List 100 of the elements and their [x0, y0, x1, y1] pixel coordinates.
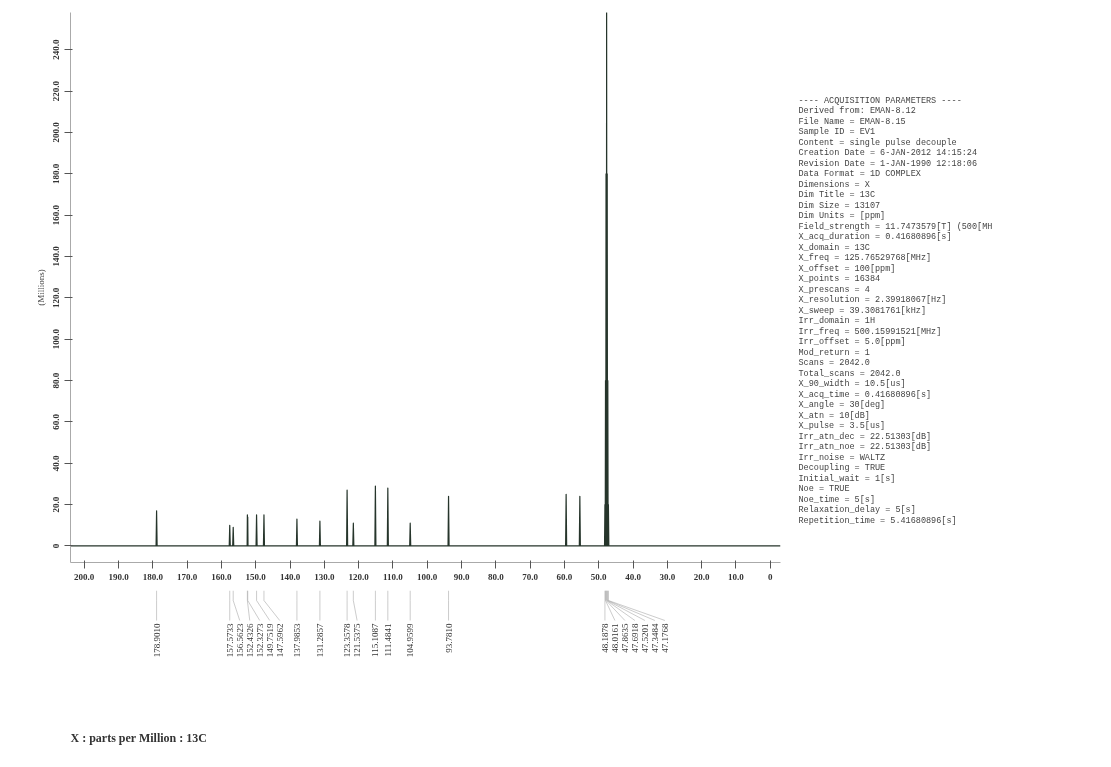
text: Derived from: EMAN-8.12: [798, 106, 916, 116]
x-tick-label: 30.0: [659, 571, 676, 582]
annotation: 47.5201: [639, 623, 650, 653]
text: Decoupling = TRUE: [798, 463, 886, 473]
line-series: [70, 12, 781, 547]
x-tick-label: 200.0: [74, 571, 95, 582]
y-tick-label: 0: [51, 543, 62, 549]
x-tick-label: 40.0: [625, 571, 642, 582]
text: X_angle = 30[deg]: [798, 400, 886, 410]
y-tick-label: 20.0: [51, 496, 62, 513]
text: Irr_offset = 5.0[ppm]: [798, 337, 906, 347]
text: X_freq = 125.76529768[MHz]: [798, 253, 932, 263]
text: Mod_return = 1: [798, 347, 870, 358]
annotation: 48.0161: [609, 623, 620, 653]
y-tick-label: 140.0: [51, 245, 62, 267]
annotation: 104.9599: [405, 623, 416, 658]
text: X_domain = 13C: [798, 242, 870, 253]
y-tick-label: 240.0: [51, 39, 62, 60]
text: Irr_noise = WALTZ: [798, 452, 886, 463]
y-tick-label: 120.0: [51, 287, 62, 308]
text: Sample ID = EV1: [798, 127, 876, 137]
annotation: 152.3273: [254, 623, 265, 658]
x-tick-label: 170.0: [176, 571, 198, 582]
annotation: 123.3578: [342, 623, 353, 658]
text: X_sweep = 39.3081761[kHz]: [798, 305, 927, 316]
y-tick-label: 220.0: [51, 80, 62, 102]
annotation: 157.5733: [224, 623, 235, 658]
annotation: 156.5623: [234, 623, 245, 658]
x-tick-label: 130.0: [314, 571, 335, 582]
text: X_acq_duration = 0.41680896[s]: [798, 232, 952, 242]
text: X_resolution = 2.39918067[Hz]: [798, 295, 947, 305]
y-tick-label: 160.0: [51, 204, 62, 226]
y-axis-title: (Millions): [35, 269, 46, 306]
text: Relaxation_delay = 5[s]: [798, 505, 916, 515]
annotation: 93.7810: [443, 623, 454, 653]
annotation: 47.1768: [659, 623, 670, 653]
text: X : parts per Million : 13C: [70, 730, 207, 745]
x-tick-label: 80.0: [487, 571, 505, 582]
text: File Name = EMAN-8.15: [798, 116, 906, 127]
annotation: 115.1087: [370, 623, 381, 657]
x-tick-label: 20.0: [693, 571, 710, 582]
annotation: 121.5375: [352, 623, 363, 658]
x-tick-label: 0: [767, 571, 773, 582]
text: Dim Size = 13107: [798, 200, 881, 211]
y-tick-label: 100.0: [51, 328, 62, 350]
text: X_offset = 100[ppm]: [798, 263, 896, 274]
text: Noe = TRUE: [798, 484, 850, 494]
x-tick-label: 50.0: [590, 571, 608, 582]
x-tick-label: 10.0: [728, 571, 745, 582]
annotation: 131.2857: [314, 623, 325, 658]
annotation: 48.1878: [599, 623, 610, 653]
y-tick-label: 200.0: [51, 121, 62, 143]
annotation: 47.6918: [629, 623, 640, 653]
text: X_prescans = 4: [798, 284, 870, 295]
text: Scans = 2042.0: [798, 358, 870, 368]
annotation: 147.5962: [274, 623, 285, 658]
text: Irr_freq = 500.15991521[MHz]: [798, 326, 942, 337]
x-tick-label: 150.0: [245, 571, 267, 582]
text: X_90_width = 10.5[us]: [798, 379, 906, 389]
annotation: 47.3484: [649, 623, 660, 653]
text: Dim Units = [ppm]: [798, 211, 886, 221]
x-tick-label: 70.0: [522, 571, 539, 582]
annotation: 137.9853: [291, 623, 302, 658]
text: ---- ACQUISITION PARAMETERS ----: [798, 95, 962, 106]
x-tick-label: 190.0: [108, 571, 130, 582]
text: Creation Date = 6-JAN-2012 14:15:24: [798, 148, 978, 158]
y-tick-label: 180.0: [51, 163, 62, 184]
x-tick-label: 90.0: [453, 571, 470, 582]
text: Repetition_time = 5.41680896[s]: [798, 515, 957, 526]
x-tick-label: 110.0: [383, 571, 404, 582]
x-tick-label: 60.0: [556, 571, 573, 582]
x-tick-label: 120.0: [348, 571, 370, 582]
y-tick-label: 80.0: [51, 372, 62, 389]
text: Revision Date = 1-JAN-1990 12:18:06: [798, 158, 978, 169]
annotation: 111.4841: [382, 623, 393, 657]
text: Data Format = 1D COMPLEX: [798, 169, 921, 179]
text: X_atn = 10[dB]: [798, 410, 870, 421]
text: Irr_atn_dec = 22.51303[dB]: [798, 431, 932, 442]
text: Irr_atn_noe = 22.51303[dB]: [798, 442, 932, 452]
x-tick-label: 140.0: [279, 571, 301, 582]
x-tick-label: 160.0: [211, 571, 233, 582]
x-tick-label: 100.0: [417, 571, 438, 582]
annotation: 152.4326: [244, 623, 255, 658]
text: X_points = 16384: [798, 274, 881, 284]
annotation: 47.8635: [619, 623, 630, 653]
x-tick-label: 180.0: [142, 571, 164, 582]
annotation: 149.7519: [264, 623, 275, 658]
text: X_acq_time = 0.41680896[s]: [798, 389, 932, 400]
y-tick-label: 40.0: [51, 454, 62, 472]
text: Initial_wait = 1[s]: [798, 473, 896, 484]
y-tick-label: 60.0: [51, 413, 62, 430]
text: Dimensions = X: [798, 179, 870, 190]
text: Field_strength = 11.7473579[T] (500[MH: [798, 221, 993, 232]
text: Noe_time = 5[s]: [798, 494, 876, 505]
text: Total_scans = 2042.0: [798, 368, 901, 379]
annotation: 178.9010: [151, 623, 162, 658]
text: Dim Title = 13C: [798, 190, 876, 200]
text: Irr_domain = 1H: [798, 316, 876, 326]
text: X_pulse = 3.5[us]: [798, 421, 886, 431]
text: Content = single pulse decouple: [798, 137, 957, 148]
